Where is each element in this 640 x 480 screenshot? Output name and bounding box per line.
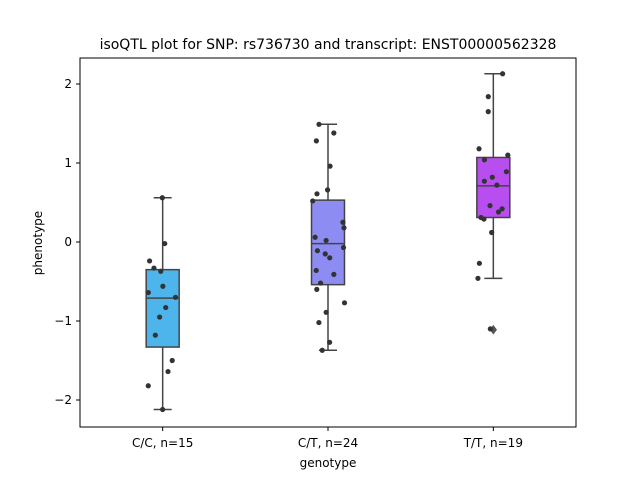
data-point: [331, 271, 337, 277]
data-point: [327, 163, 333, 169]
data-point: [331, 130, 337, 136]
data-point: [316, 319, 322, 326]
data-point: [314, 248, 321, 254]
box-iqr: [476, 156, 511, 219]
data-point: [157, 314, 163, 320]
data-point: [475, 275, 481, 281]
data-point: [172, 294, 179, 300]
data-point: [487, 326, 493, 332]
data-point: [500, 71, 506, 77]
data-point: [313, 267, 319, 274]
box-group-2: [475, 71, 511, 335]
data-point: [312, 234, 318, 240]
data-point: [476, 260, 482, 266]
x-tick-label: C/T, n=24: [298, 436, 358, 450]
data-point: [158, 268, 164, 274]
x-tick-label: T/T, n=19: [463, 436, 523, 450]
data-point: [146, 258, 153, 264]
box-group-1: [310, 121, 348, 353]
data-point: [481, 178, 487, 184]
data-point: [160, 406, 166, 413]
y-axis: 2 1 0 −1 −2: [54, 77, 80, 407]
data-point: [322, 251, 328, 257]
data-point: [319, 347, 325, 353]
y-axis-label: phenotype: [31, 211, 45, 275]
chart-title: isoQTL plot for SNP: rs736730 and transc…: [100, 37, 557, 53]
box-iqr: [145, 268, 180, 348]
data-point: [481, 157, 488, 163]
data-point: [481, 216, 487, 222]
data-point: [162, 240, 168, 247]
data-point: [314, 286, 320, 292]
data-point: [499, 206, 505, 212]
data-point: [314, 191, 320, 197]
data-point: [505, 152, 511, 158]
y-tick-label: 1: [64, 156, 72, 170]
data-point: [487, 203, 493, 209]
y-tick-label: −2: [54, 393, 72, 407]
data-point: [341, 225, 347, 231]
box-group-0: [145, 195, 180, 413]
data-point: [145, 289, 151, 296]
data-point: [340, 244, 347, 251]
data-point: [485, 94, 491, 100]
data-point: [316, 121, 322, 127]
data-point: [323, 237, 329, 244]
data-point: [341, 300, 348, 306]
data-point: [160, 283, 166, 289]
data-point: [495, 209, 502, 215]
data-point: [503, 169, 509, 175]
data-point: [152, 332, 158, 338]
data-point: [151, 265, 157, 271]
data-point: [310, 198, 316, 204]
data-point: [476, 146, 482, 152]
x-axis: C/C, n=15 C/T, n=24 T/T, n=19: [132, 427, 523, 450]
data-point: [489, 174, 495, 180]
data-point: [313, 138, 319, 144]
y-tick-label: −1: [54, 314, 72, 328]
data-point: [485, 109, 491, 115]
data-point: [494, 182, 500, 188]
y-tick-label: 0: [64, 235, 72, 249]
data-point: [169, 357, 175, 364]
data-point: [324, 187, 331, 193]
data-point: [340, 219, 346, 225]
y-tick-label: 2: [64, 77, 72, 91]
data-point: [163, 304, 169, 311]
x-tick-label: C/C, n=15: [132, 436, 193, 450]
data-point: [165, 368, 171, 375]
data-point: [323, 309, 329, 315]
x-axis-label: genotype: [300, 456, 357, 470]
data-point: [489, 229, 495, 236]
data-point: [317, 280, 324, 286]
plot-area: [145, 71, 511, 413]
data-point: [327, 255, 333, 261]
data-point: [159, 195, 165, 201]
data-point: [326, 339, 333, 345]
data-point: [145, 383, 151, 389]
